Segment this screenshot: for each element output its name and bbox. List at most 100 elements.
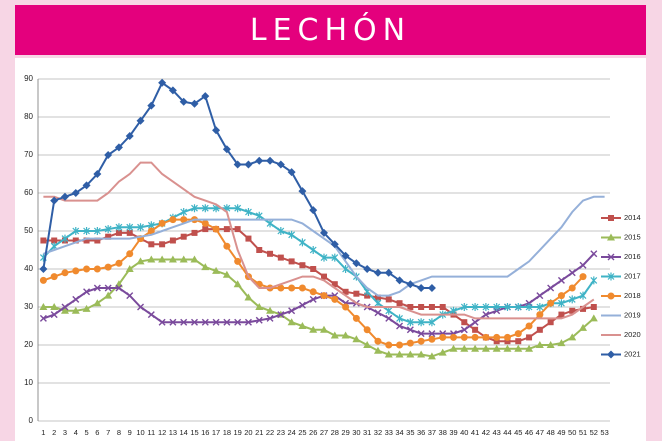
data-point: [266, 314, 274, 322]
data-point: [266, 156, 275, 165]
data-point: [266, 306, 275, 314]
data-point: [471, 318, 479, 326]
data-point: [320, 325, 328, 333]
data-point: [547, 284, 555, 292]
x-tick-label: 48: [546, 428, 554, 437]
x-tick-label: 26: [309, 428, 317, 437]
data-point: [39, 303, 48, 310]
data-point: [50, 273, 58, 281]
data-point: [50, 196, 59, 205]
data-point: [417, 350, 426, 358]
x-tick-label: 28: [331, 428, 339, 437]
data-point: [568, 295, 576, 304]
data-point: [136, 116, 145, 125]
data-point: [547, 319, 554, 326]
data-point: [298, 301, 306, 309]
series-line: [43, 258, 595, 358]
data-point: [299, 262, 306, 269]
x-tick-label: 17: [212, 428, 220, 437]
data-point: [93, 265, 101, 273]
data-point: [137, 223, 144, 232]
data-point: [373, 268, 382, 277]
data-point: [482, 303, 490, 311]
data-point: [417, 337, 425, 345]
series-line: [42, 207, 595, 324]
data-point: [277, 254, 284, 261]
data-point: [104, 151, 113, 159]
data-point: [526, 334, 533, 341]
data-point: [39, 276, 47, 284]
x-tick-label: 4: [74, 428, 78, 437]
data-point: [276, 160, 285, 169]
data-point: [525, 303, 533, 311]
data-point: [288, 284, 296, 292]
data-point: [158, 78, 167, 87]
data-point: [417, 318, 425, 327]
x-tick-label: 11: [147, 428, 155, 437]
data-point: [115, 229, 122, 236]
data-point: [503, 333, 511, 341]
x-tick-label: 19: [233, 428, 241, 437]
x-tick-label: 23: [277, 428, 285, 437]
data-point: [331, 281, 338, 288]
data-point: [320, 253, 328, 262]
data-point: [418, 304, 425, 310]
data-point: [61, 303, 69, 311]
data-point: [557, 292, 565, 300]
data-point: [320, 228, 328, 237]
data-point: [223, 226, 230, 233]
data-point: [352, 314, 360, 322]
data-point: [147, 227, 155, 235]
data-point: [579, 261, 587, 269]
data-point: [277, 311, 285, 319]
data-point: [492, 344, 501, 352]
series-line: [43, 228, 594, 343]
data-point: [580, 305, 587, 312]
data-point: [168, 86, 177, 95]
data-point: [114, 143, 123, 152]
data-point: [255, 211, 263, 220]
data-point: [212, 318, 220, 326]
data-point: [137, 303, 145, 311]
data-point: [234, 318, 242, 326]
data-point: [353, 290, 360, 297]
data-point: [310, 266, 317, 272]
data-point: [395, 276, 404, 285]
data-point: [147, 311, 155, 319]
data-point: [158, 255, 167, 263]
data-point: [191, 229, 198, 236]
x-tick-label: 14: [180, 428, 188, 437]
legend-label: 2016: [624, 252, 641, 261]
data-point: [536, 326, 543, 333]
data-point: [482, 333, 490, 341]
data-point: [503, 344, 512, 352]
data-point: [233, 160, 242, 169]
y-tick-label: 70: [24, 150, 33, 159]
data-point: [223, 242, 231, 250]
data-point: [330, 331, 339, 339]
data-point: [158, 219, 166, 227]
x-tick-label: 53: [600, 428, 608, 437]
data-point: [352, 335, 361, 343]
y-tick-label: 80: [24, 112, 33, 121]
legend-label: 2017: [624, 271, 641, 280]
x-tick-label: 49: [557, 428, 565, 437]
x-tick-label: 22: [266, 428, 274, 437]
data-point: [287, 168, 296, 177]
data-point: [201, 263, 210, 271]
series-line: [42, 81, 432, 289]
data-point: [557, 339, 566, 347]
data-point: [180, 233, 187, 240]
data-point: [104, 225, 112, 234]
x-tick-label: 41: [471, 428, 479, 437]
data-point: [558, 299, 565, 308]
x-tick-label: 1: [41, 428, 45, 437]
data-point: [396, 300, 403, 307]
data-point: [180, 216, 188, 224]
data-point: [535, 341, 544, 348]
data-point: [51, 237, 58, 244]
data-point: [147, 101, 156, 110]
data-point: [449, 344, 458, 352]
data-point: [427, 352, 436, 360]
